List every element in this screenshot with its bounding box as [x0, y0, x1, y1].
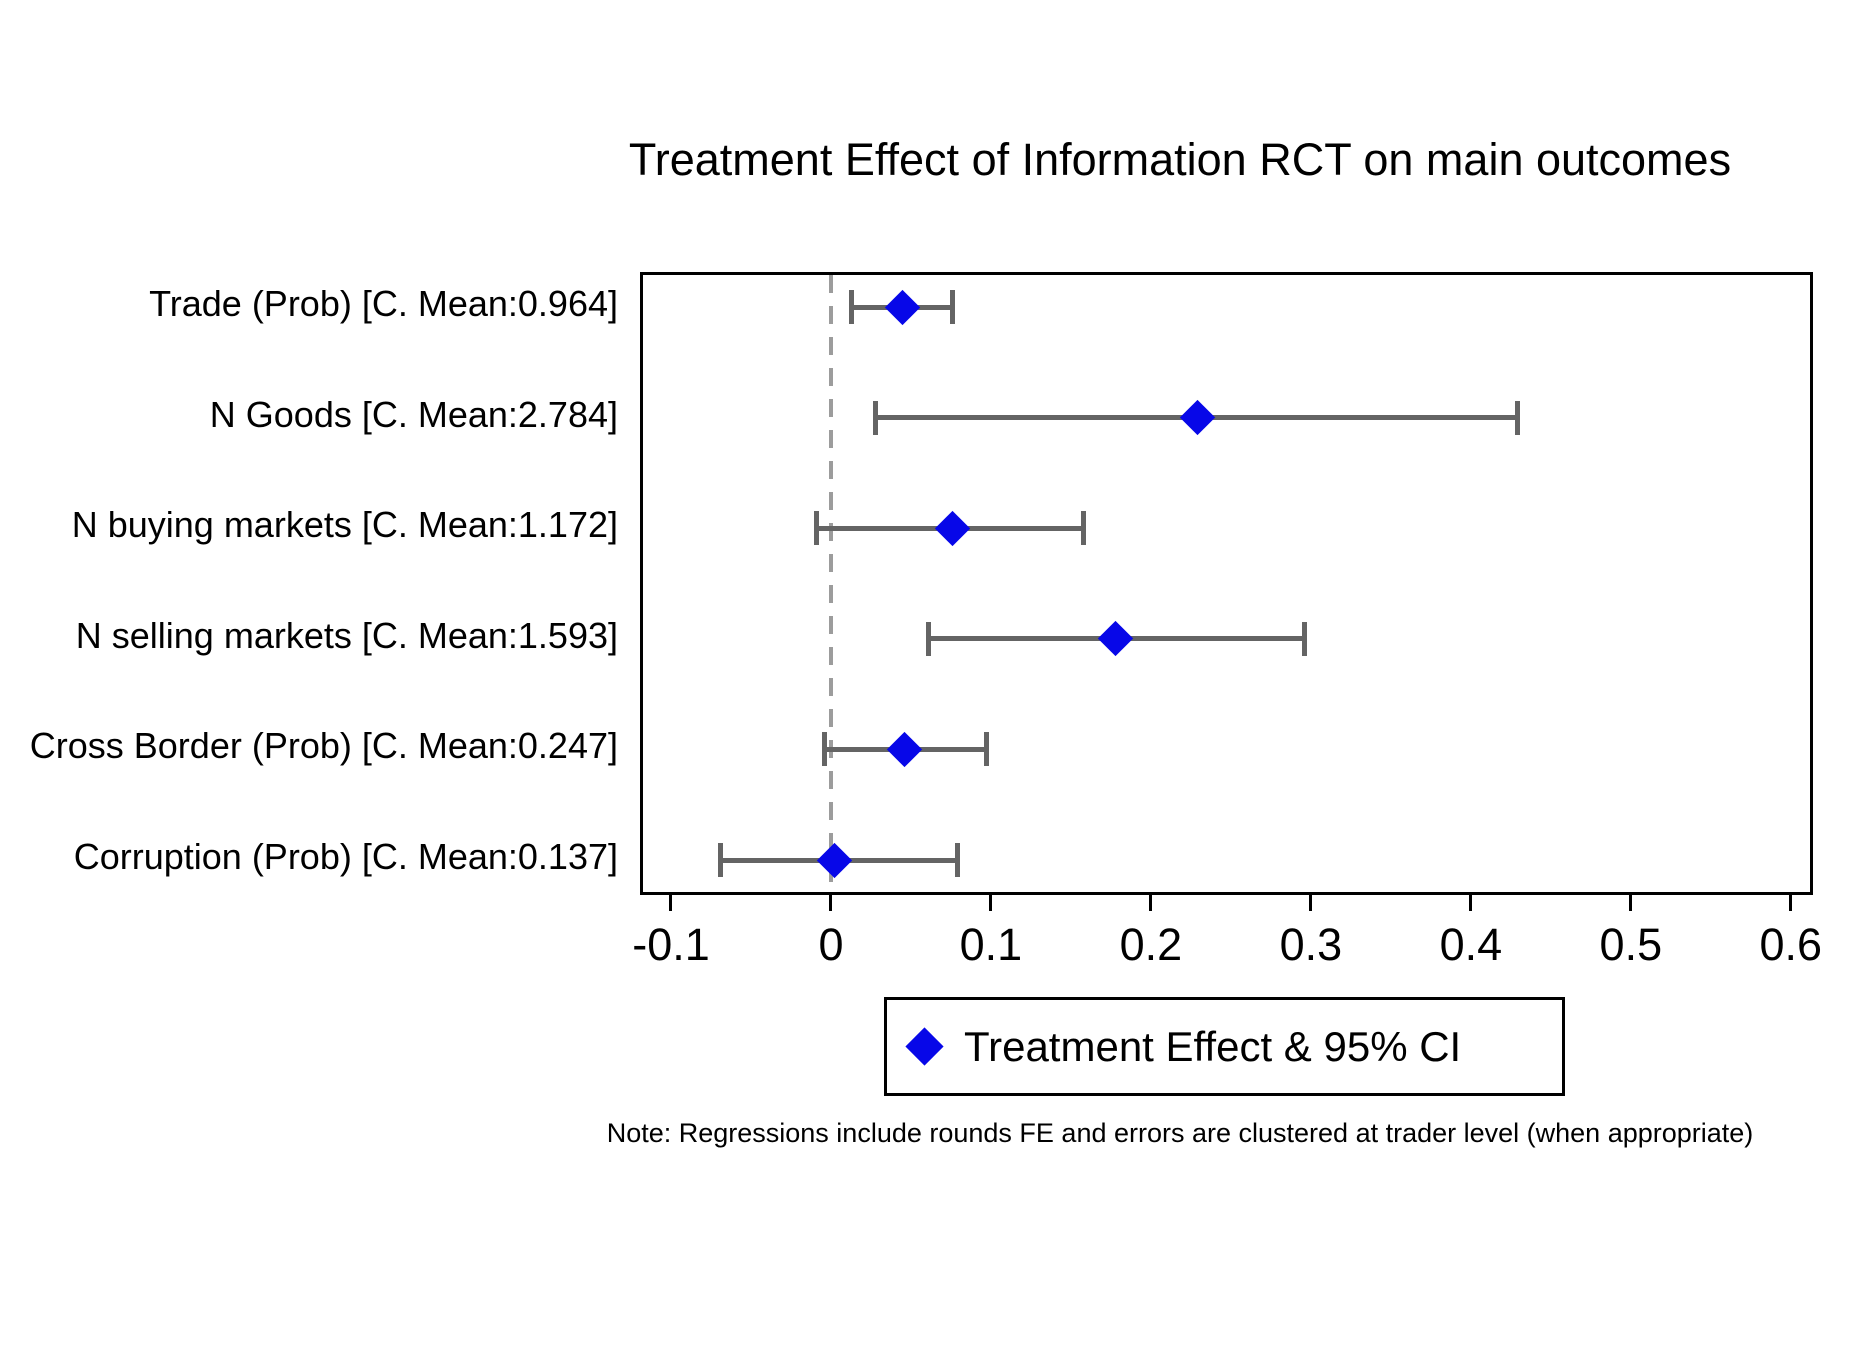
y-axis-category-label: Cross Border (Prob) [C. Mean:0.247]	[29, 725, 618, 767]
x-axis-tick	[1309, 895, 1313, 911]
y-axis-category-label: Corruption (Prob) [C. Mean:0.137]	[73, 836, 618, 877]
ci-cap-left	[926, 621, 932, 656]
x-axis-tick	[1469, 895, 1473, 911]
diamond-icon	[905, 1027, 944, 1066]
zero-reference-line	[828, 275, 833, 892]
x-axis-tick-label: 0	[818, 919, 844, 970]
estimate-diamond-marker	[886, 731, 923, 768]
estimate-diamond-marker	[816, 842, 852, 878]
x-axis-tick	[1149, 895, 1153, 911]
estimate-diamond-marker	[885, 289, 921, 325]
plot-area: -0.1 0 0.1 0.2 0.3 0.4 0.5 0.6	[632, 272, 1822, 970]
x-axis-tick-label: 0.2	[1119, 919, 1183, 970]
estimate-diamond-marker	[934, 510, 971, 546]
ci-cap-right	[1514, 400, 1520, 435]
ci-cap-right	[950, 290, 956, 324]
ci-cap-right	[1081, 511, 1087, 546]
x-axis-tick-label: 0.6	[1759, 919, 1823, 970]
y-axis-category-label: N Goods [C. Mean:2.784]	[209, 393, 618, 435]
chart-note: Note: Regressions include rounds FE and …	[606, 1118, 1754, 1148]
y-axis-category-label: Trade (Prob) [C. Mean:0.964]	[149, 283, 618, 324]
x-axis-tick	[829, 895, 833, 911]
x-axis-tick-label: 0.4	[1439, 919, 1503, 970]
ci-cap-left	[718, 843, 724, 877]
ci-cap-right	[1301, 621, 1307, 656]
legend: Treatment Effect & 95% CI	[884, 997, 1565, 1096]
x-axis-tick	[669, 895, 673, 911]
legend-label: Treatment Effect & 95% CI	[964, 1022, 1462, 1070]
ci-cap-left	[873, 400, 879, 435]
y-axis-category-label: N buying markets [C. Mean:1.172]	[71, 504, 618, 546]
x-axis-tick-label: -0.1	[632, 919, 710, 970]
estimate-diamond-marker	[1098, 621, 1134, 657]
x-axis-tick-label: 0.1	[959, 919, 1023, 970]
chart-title: Treatment Effect of Information RCT on m…	[628, 134, 1732, 185]
x-axis-tick	[1629, 895, 1633, 911]
x-axis-tick	[1789, 895, 1793, 911]
ci-cap-left	[849, 290, 855, 324]
ci-cap-right	[954, 843, 960, 877]
x-axis-tick-label: 0.5	[1599, 919, 1663, 970]
ci-cap-left	[814, 511, 820, 546]
estimate-diamond-marker	[1179, 399, 1215, 436]
y-axis-category-label: N selling markets [C. Mean:1.593]	[75, 614, 618, 656]
ci-cap-left	[822, 732, 828, 767]
y-axis-labels: Trade (Prob) [C. Mean:0.964] N Goods [C. …	[0, 0, 628, 1350]
x-axis-tick	[989, 895, 993, 911]
x-axis-tick-label: 0.3	[1279, 919, 1343, 970]
ci-cap-right	[983, 732, 989, 767]
